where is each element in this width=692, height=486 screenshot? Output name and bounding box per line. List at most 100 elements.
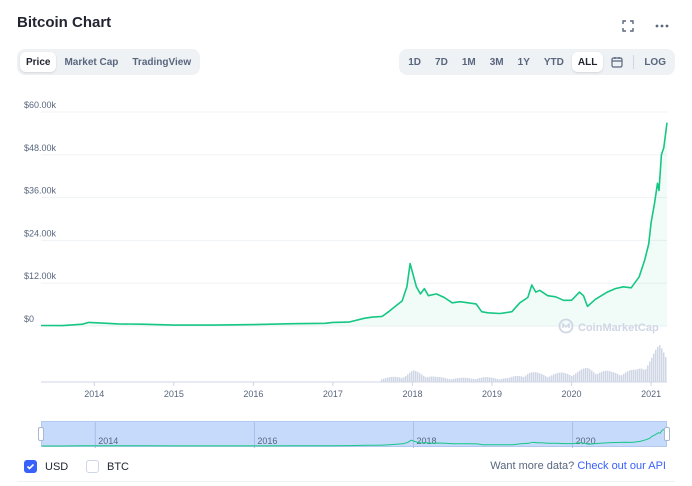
calendar-icon[interactable] (605, 52, 629, 72)
navigator-year-label: 2014 (98, 436, 118, 446)
volume-bar (535, 372, 537, 382)
volume-bar (493, 378, 495, 382)
volume-bar (455, 378, 457, 382)
x-tick-label: 2016 (243, 389, 263, 399)
volume-bar (537, 372, 539, 382)
volume-bar (625, 372, 627, 382)
volume-bar (539, 373, 541, 382)
volume-bar (545, 376, 547, 382)
api-link[interactable]: Check out our API (577, 460, 666, 472)
tab-price[interactable]: Price (20, 52, 57, 72)
volume-bar (489, 377, 491, 382)
watermark-text: CoinMarketCap (578, 321, 659, 334)
volume-bar (521, 376, 523, 382)
currency-usd[interactable]: USD (24, 460, 68, 473)
range-1y[interactable]: 1Y (517, 56, 530, 68)
footer-divider (17, 481, 675, 482)
volume-bar (621, 375, 623, 382)
tab-tradingview[interactable]: TradingView (132, 56, 192, 68)
navigator-right-handle[interactable] (664, 427, 670, 441)
volume-bar (573, 375, 575, 382)
price-area (41, 122, 667, 326)
volume-bar (531, 372, 533, 382)
volume-bar (627, 371, 629, 382)
x-tick-label: 2014 (84, 389, 104, 399)
volume-bar (529, 372, 531, 382)
volume-bar (633, 369, 635, 382)
volume-bar (603, 371, 605, 382)
range-divider (633, 55, 635, 69)
navigator-year-label: 2020 (576, 436, 596, 446)
volume-bar (387, 377, 389, 382)
currency-btc[interactable]: BTC (86, 460, 129, 473)
volume-bar (547, 377, 549, 382)
volume-bar (559, 372, 561, 382)
usd-checkbox[interactable] (24, 460, 37, 473)
x-tick-label: 2021 (641, 389, 661, 399)
coinmarketcap-watermark: CoinMarketCap (558, 318, 659, 337)
range-1m[interactable]: 1M (461, 56, 476, 68)
volume-bar (635, 369, 637, 382)
volume-bar (419, 373, 421, 382)
volume-bar (589, 369, 591, 382)
volume-bar (645, 369, 647, 382)
more-icon[interactable] (654, 18, 670, 34)
fullscreen-icon[interactable] (620, 18, 636, 34)
volume-bar (543, 375, 545, 382)
volume-bar (447, 378, 449, 382)
volume-bar (561, 372, 563, 382)
chart-toolbar-icons (620, 18, 670, 34)
volume-bar (581, 369, 583, 382)
volume-bar (563, 372, 565, 382)
volume-bar (381, 379, 383, 382)
price-line[interactable] (40, 122, 668, 327)
range-1d[interactable]: 1D (408, 56, 422, 68)
volume-bar (619, 375, 621, 382)
volume-bar (465, 377, 467, 382)
btc-checkbox[interactable] (86, 460, 99, 473)
log-toggle[interactable]: LOG (644, 56, 666, 68)
volume-bar (391, 376, 393, 382)
range-7d[interactable]: 7D (435, 56, 448, 68)
volume-bar (495, 378, 497, 382)
volume-bar (487, 377, 489, 382)
volume-bar (511, 376, 513, 382)
view-tabs: Price Market Cap TradingView (17, 49, 201, 75)
volume-bar (457, 378, 459, 382)
volume-bar (551, 375, 553, 382)
range-ytd[interactable]: YTD (543, 56, 564, 68)
volume-bar (461, 377, 463, 382)
volume-bar (615, 373, 617, 382)
navigator-year-label: 2018 (416, 436, 436, 446)
range-3m[interactable]: 3M (489, 56, 504, 68)
range-all[interactable]: ALL (571, 52, 604, 72)
navigator-left-handle[interactable] (38, 427, 44, 441)
volume-bar (445, 378, 447, 382)
tab-market-cap[interactable]: Market Cap (64, 56, 119, 68)
volume-bar (477, 378, 479, 382)
volume-bar (481, 377, 483, 382)
volume-bar (463, 377, 465, 382)
volume-bar (599, 372, 601, 382)
volume-bar (541, 374, 543, 382)
volume-bar (407, 374, 409, 382)
volume-bar (397, 377, 399, 382)
volume-bar (469, 378, 471, 382)
volume-bar (555, 373, 557, 382)
volume-bar (403, 377, 405, 382)
volume-bar (503, 378, 505, 382)
api-text: Want more data? (490, 460, 575, 472)
volume-bar (641, 368, 643, 382)
volume-bar (451, 379, 453, 382)
range-navigator[interactable]: 2014 2016 2018 2020 (38, 421, 670, 448)
volume-bar (437, 376, 439, 382)
volume-bar (523, 376, 525, 382)
volume-bar (517, 375, 519, 382)
volume-bar (519, 376, 521, 382)
volume-bar (651, 357, 653, 382)
volume-bar (441, 377, 443, 382)
y-tick-label: $60.00k (24, 100, 57, 110)
volume-bar (515, 376, 517, 382)
chart-title: Bitcoin Chart (17, 14, 112, 31)
volume-bar (383, 378, 385, 382)
